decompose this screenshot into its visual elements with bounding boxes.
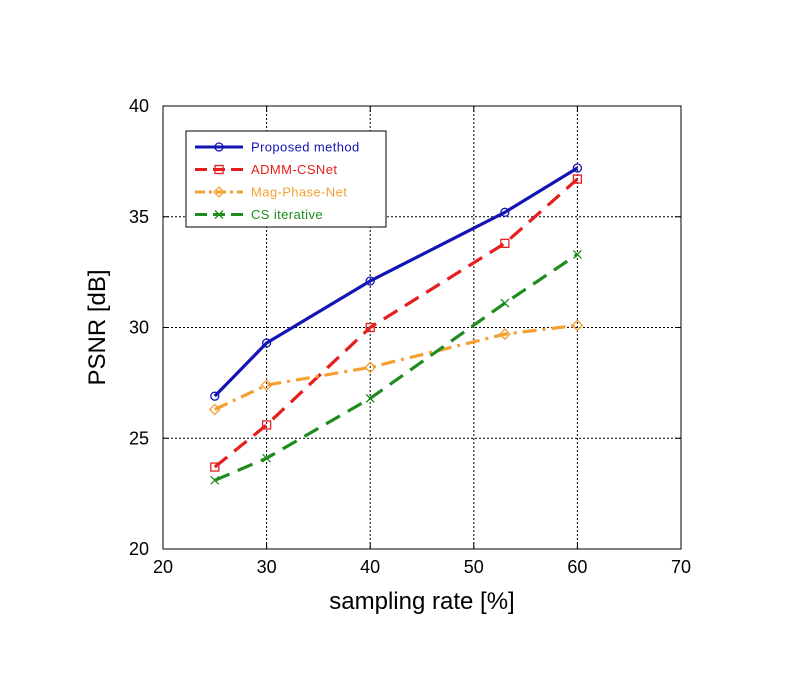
series-admm-csnet: [210, 174, 583, 472]
data-point-cs-iterative: [262, 453, 272, 463]
legend-item-admm-csnet: ADMM-CSNet: [195, 162, 337, 177]
data-point-cs-iterative: [210, 475, 220, 485]
y-axis-title: PSNR [dB]: [84, 269, 111, 385]
y-tick-label: 25: [129, 428, 149, 448]
data-point-proposed-method: [500, 207, 510, 217]
data-point-cs-iterative: [365, 393, 375, 403]
data-point-admm-csnet: [210, 462, 220, 472]
data-point-mag-phase-net: [364, 361, 377, 374]
legend-item-proposed-method: Proposed method: [195, 140, 360, 155]
data-point-cs-iterative: [572, 249, 582, 259]
legend-label-admm-csnet: ADMM-CSNet: [251, 162, 337, 177]
data-point-admm-csnet: [572, 174, 583, 184]
series-mag-phase-net: [208, 319, 584, 416]
data-point-mag-phase-net: [498, 328, 511, 341]
x-tick-label: 70: [671, 557, 691, 577]
x-tick-label: 50: [464, 557, 484, 577]
series-line-mag-phase-net: [214, 323, 578, 411]
x-axis-title: sampling rate [%]: [329, 588, 514, 615]
data-point-proposed-method: [365, 276, 375, 286]
legend-marker-admm-csnet: [214, 164, 224, 175]
legend-label-cs-iterative: CS iterative: [251, 207, 323, 222]
data-point-cs-iterative: [500, 298, 510, 308]
series-cs-iterative: [210, 249, 582, 485]
series-line-cs-iterative: [214, 253, 579, 482]
y-tick-label: 30: [129, 318, 149, 338]
data-point-proposed-method: [210, 391, 220, 401]
y-tick-label: 35: [129, 207, 149, 227]
x-tick-label: 40: [360, 557, 380, 577]
legend: Proposed method ADMM-CSNet Mag-Phase-Net CS…: [185, 130, 387, 228]
y-tick-label: 40: [129, 96, 149, 116]
legend-label-mag-phase-net: Mag-Phase-Net: [251, 185, 347, 200]
data-point-mag-phase-net: [208, 403, 221, 416]
data-point-mag-phase-net: [260, 379, 273, 392]
y-tick-label: 20: [129, 539, 149, 559]
data-point-proposed-method: [261, 338, 272, 348]
legend-marker-cs-iterative: [214, 210, 224, 219]
legend-marker-mag-phase-net: [213, 186, 225, 198]
data-point-admm-csnet: [261, 420, 272, 430]
legend-label-proposed-method: Proposed method: [251, 140, 360, 155]
series-line-proposed-method: [213, 166, 579, 398]
data-point-admm-csnet: [500, 238, 510, 248]
data-point-mag-phase-net: [571, 319, 584, 332]
data-point-admm-csnet: [365, 322, 375, 333]
series-line-admm-csnet: [213, 177, 579, 469]
legend-marker-proposed-method: [214, 142, 224, 152]
legend-item-cs-iterative: CS iterative: [195, 207, 323, 222]
legend-item-mag-phase-net: Mag-Phase-Net: [195, 185, 347, 200]
x-tick-label: 60: [567, 557, 587, 577]
series-lines: [208, 163, 584, 485]
series-proposed-method: [210, 163, 583, 401]
axis-ticks: 20 30 40 50 60 70 20 25 30 35 40: [129, 96, 691, 577]
x-tick-label: 20: [153, 557, 173, 577]
data-point-proposed-method: [572, 163, 583, 173]
x-tick-label: 30: [257, 557, 277, 577]
